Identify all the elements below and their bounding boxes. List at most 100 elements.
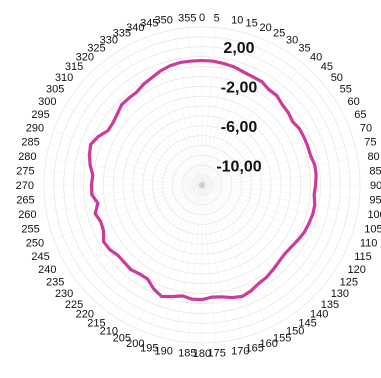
grid-spoke <box>46 157 203 186</box>
grid-spoke <box>72 94 203 186</box>
angle-tick-label: 240 <box>38 264 56 276</box>
angle-tick-label: 145 <box>298 318 316 330</box>
grid-spoke <box>201 184 314 297</box>
angle-tick-label: 175 <box>207 347 225 359</box>
grid-spoke <box>49 184 203 227</box>
grid-spoke <box>160 184 203 338</box>
grid-spoke <box>160 32 203 186</box>
angle-tick-label: 255 <box>21 223 39 235</box>
grid-spoke <box>201 157 358 186</box>
angle-tick-label: 10 <box>231 15 243 27</box>
grid-spoke <box>201 184 324 287</box>
grid-spoke <box>111 184 203 315</box>
grid-spoke <box>58 184 203 252</box>
angle-tick-label: 15 <box>245 18 257 30</box>
angle-tick-label: 275 <box>16 165 34 177</box>
grid-spoke <box>174 29 203 186</box>
radial-tick-labels: 2,00 -2,00 -6,00 -10,00 <box>216 40 261 176</box>
angle-tick-label: 80 <box>367 151 379 163</box>
angle-tick-label: 335 <box>113 28 131 40</box>
grid-spoke <box>187 184 203 343</box>
grid-spoke <box>201 184 293 315</box>
center-dot <box>199 182 205 188</box>
angle-tick-label: 75 <box>364 137 376 149</box>
angle-tick-label: 305 <box>46 84 64 96</box>
angle-tick-label: 35 <box>298 42 310 54</box>
radial-tick-label: -6,00 <box>221 119 258 136</box>
angle-tick-label: 220 <box>76 309 94 321</box>
angle-tick-label: 285 <box>21 137 39 149</box>
angle-tick-label: 250 <box>26 237 44 249</box>
grid-spoke <box>187 27 203 186</box>
grid-spoke <box>80 83 203 186</box>
polar-grid <box>43 26 361 344</box>
angle-tick-label: 165 <box>245 342 263 354</box>
grid-spoke <box>44 184 203 200</box>
series-layer <box>87 58 318 302</box>
angle-tick-label: 20 <box>259 22 271 34</box>
angle-tick-label: 45 <box>321 61 333 73</box>
angle-tick-label: 280 <box>18 151 36 163</box>
grid-spoke <box>72 184 203 276</box>
grid-spoke <box>201 170 360 186</box>
angle-tick-label: 245 <box>31 251 49 263</box>
angle-tick-label: 195 <box>140 342 158 354</box>
angle-tick-label: 85 <box>369 165 381 177</box>
series-line-0 <box>87 58 318 302</box>
angle-tick-label: 25 <box>273 28 285 40</box>
grid-spoke <box>53 130 203 186</box>
grid-spoke <box>201 184 217 343</box>
radial-tick-label: -2,00 <box>221 79 258 96</box>
grid-spoke <box>201 73 314 186</box>
angle-tick-label: 190 <box>154 345 172 357</box>
grid-spoke <box>201 184 358 213</box>
angle-tick-label: 300 <box>38 96 56 108</box>
angle-tick-label: 180 <box>193 348 211 360</box>
angle-tick-label: 260 <box>18 209 36 221</box>
grid-spoke <box>201 184 351 240</box>
grid-spoke <box>201 83 324 186</box>
grid-spoke <box>201 94 332 186</box>
angle-tick-label: 200 <box>126 338 144 350</box>
angle-tick-label: 50 <box>331 72 343 84</box>
angle-tick-label: 170 <box>231 345 249 357</box>
grid-spoke <box>201 184 230 341</box>
angle-tick-label: 345 <box>140 18 158 30</box>
angle-tick-label: 120 <box>347 264 365 276</box>
angle-tick-label: 315 <box>65 61 83 73</box>
grid-spoke <box>201 184 244 338</box>
grid-spoke <box>135 41 203 186</box>
angle-tick-label: 265 <box>16 195 34 207</box>
angle-tick-label: 115 <box>354 251 372 263</box>
grid-spoke <box>201 105 339 186</box>
grid-spoke <box>201 143 355 186</box>
angle-tick-label: 0 <box>199 12 205 24</box>
angle-tick-label: 270 <box>16 180 34 192</box>
grid-spoke <box>201 29 230 186</box>
grid-spoke <box>135 184 203 329</box>
angle-tick-label: 40 <box>310 51 322 63</box>
angle-tick-label: 215 <box>87 318 105 330</box>
angle-tick-label: 65 <box>354 109 366 121</box>
grid-spoke <box>201 36 257 186</box>
grid-spoke <box>122 184 203 322</box>
grid-spoke <box>201 32 244 186</box>
angle-tick-label: 100 <box>367 209 381 221</box>
grid-spoke <box>65 184 203 265</box>
grid-spoke <box>201 184 304 307</box>
radial-tick-label: -10,00 <box>216 158 261 175</box>
angle-tick-label: 205 <box>113 332 131 344</box>
angle-tick-label: 325 <box>87 42 105 54</box>
angle-tick-label: 55 <box>340 84 352 96</box>
grid-spoke <box>100 63 203 186</box>
grid-spoke <box>174 184 203 341</box>
angle-tick-label: 155 <box>273 332 291 344</box>
angle-tick-label: 5 <box>214 13 220 25</box>
angle-tick-label: 225 <box>65 299 83 311</box>
grid-spoke <box>201 184 257 334</box>
grid-spoke <box>111 55 203 186</box>
grid-spoke <box>201 184 355 227</box>
